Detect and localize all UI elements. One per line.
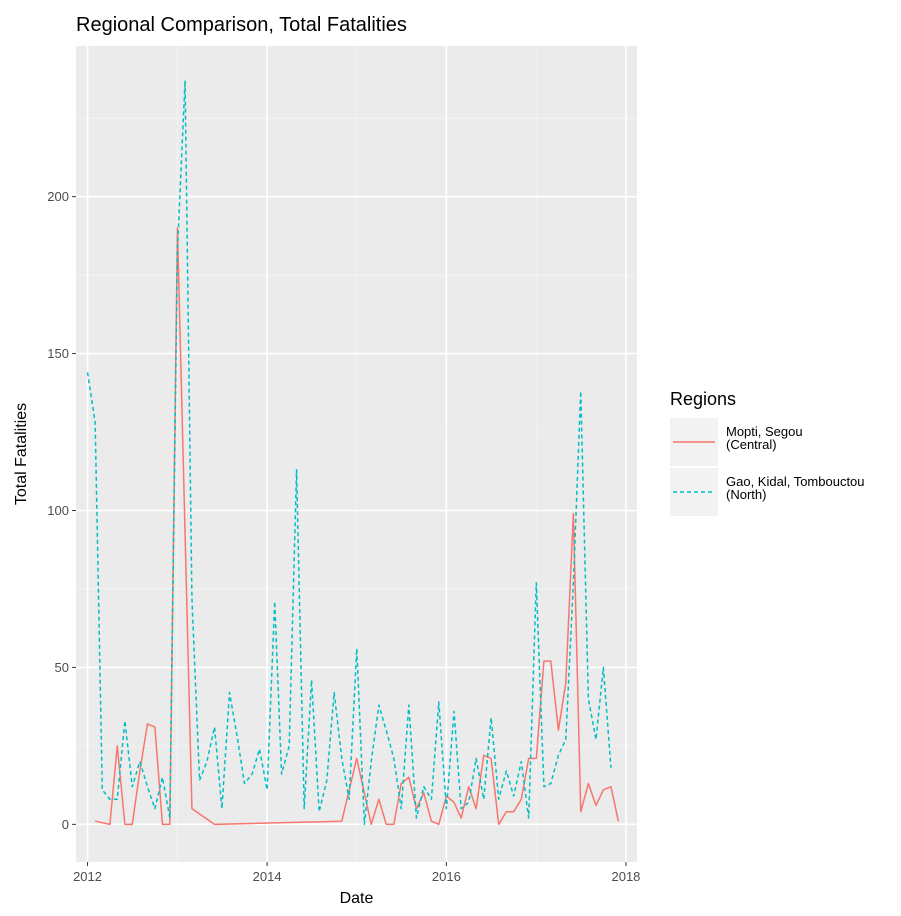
y-tick-label: 200 xyxy=(47,189,69,204)
y-tick-label: 50 xyxy=(55,660,69,675)
x-tick-label: 2016 xyxy=(432,869,461,884)
x-axis-title: Date xyxy=(340,890,374,907)
legend: Regions Mopti, Segou(Central) Gao, Kidal,… xyxy=(670,389,865,516)
chart-title: Regional Comparison, Total Fatalities xyxy=(76,14,407,36)
y-axis-title: Total Fatalities xyxy=(13,403,30,505)
legend-label-2: Gao, Kidal, Tombouctou xyxy=(726,474,865,489)
series-line-2 xyxy=(86,79,612,826)
x-tick-label: 2014 xyxy=(253,869,282,884)
x-tick-label: 2018 xyxy=(611,869,640,884)
legend-label-1: (Central) xyxy=(726,437,777,452)
y-tick-label: 100 xyxy=(47,503,69,518)
legend-title: Regions xyxy=(670,389,736,409)
x-tick-label: 2012 xyxy=(73,869,102,884)
legend-label-2: (North) xyxy=(726,487,766,502)
plot-area xyxy=(76,46,637,862)
y-tick-label: 0 xyxy=(62,817,69,832)
legend-label-1: Mopti, Segou xyxy=(726,424,803,439)
y-tick-label: 150 xyxy=(47,346,69,361)
series-line-1 xyxy=(95,227,620,826)
